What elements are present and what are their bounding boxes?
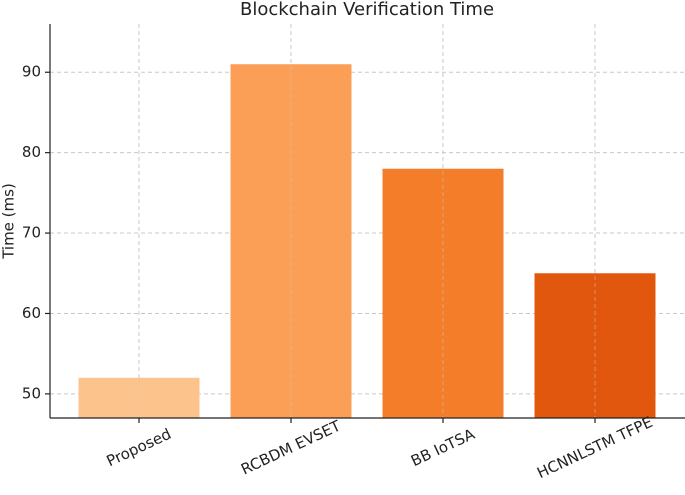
y-tick-label: 70 <box>22 224 41 242</box>
chart-title: Blockchain Verification Time <box>240 0 494 20</box>
x-tick-label: BB IoTSA <box>408 425 478 470</box>
y-tick-label: 50 <box>22 384 41 402</box>
x-tick-label: RCBDM EVSET <box>238 416 344 478</box>
y-axis-label: Time (ms) <box>0 183 18 260</box>
y-tick-label: 80 <box>22 143 41 161</box>
y-tick-label: 90 <box>22 63 41 81</box>
x-tick-label: HCNNLSTM TFPE <box>534 413 655 482</box>
x-tick-label: Proposed <box>104 425 174 471</box>
y-tick-label: 60 <box>22 304 41 322</box>
